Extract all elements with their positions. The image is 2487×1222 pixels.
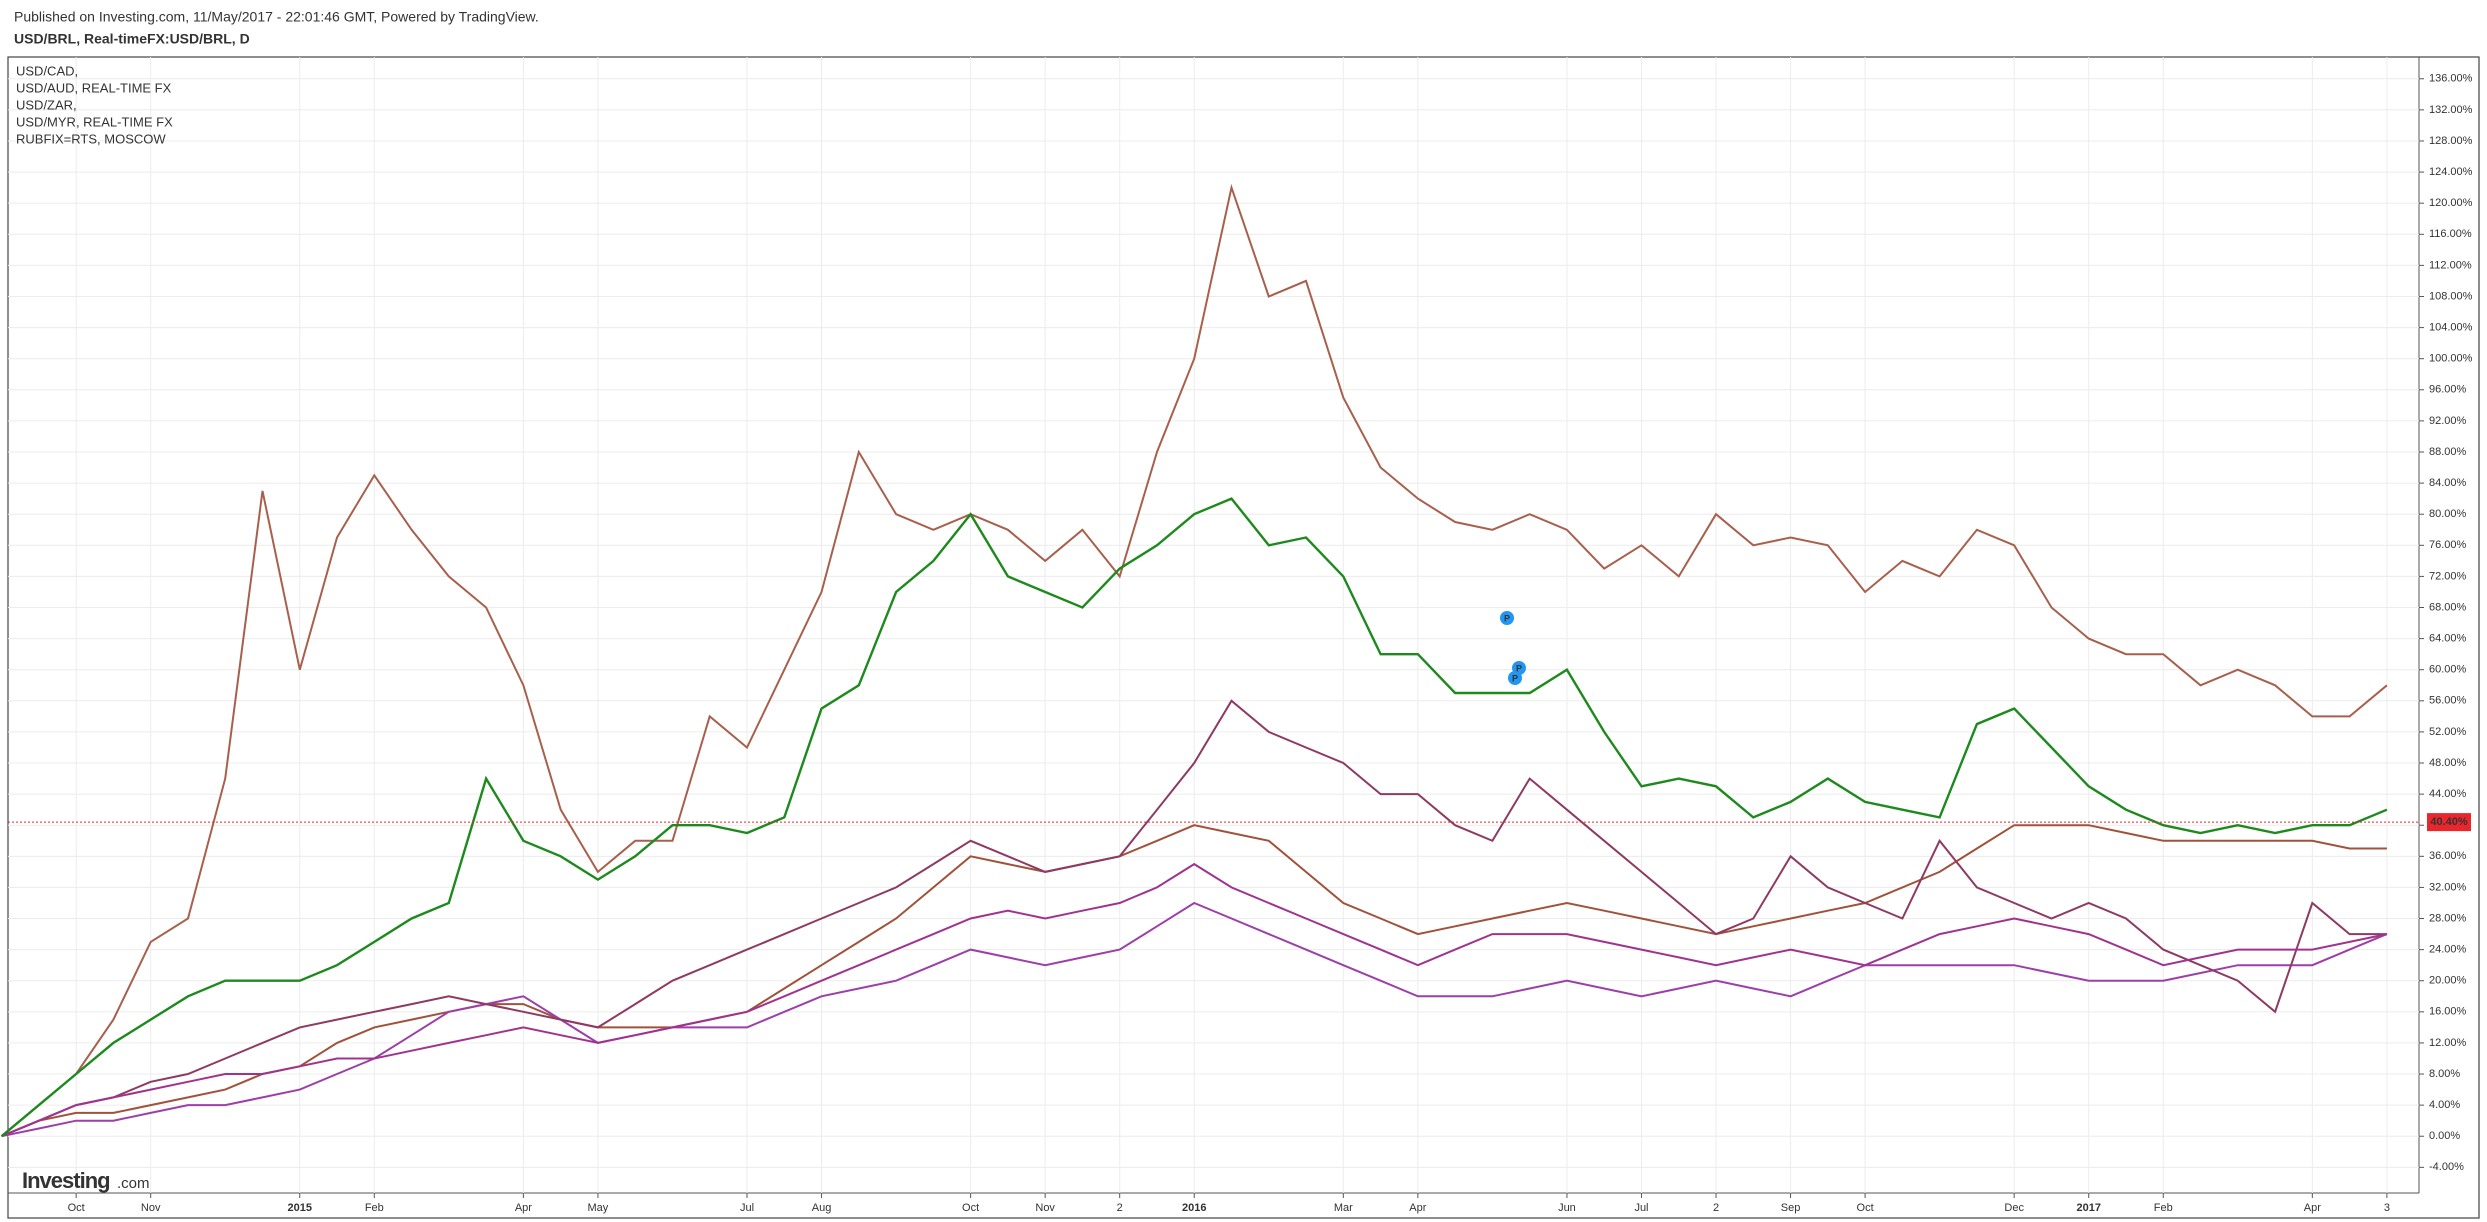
last-value-label: 40.40%	[2430, 816, 2468, 828]
x-tick-label: Aug	[812, 1202, 832, 1214]
x-tick-label: Feb	[365, 1202, 384, 1214]
legend-entry: USD/MYR, REAL-TIME FX	[16, 114, 173, 129]
y-tick-label: 32.00%	[2429, 881, 2467, 893]
legend-entry: USD/AUD, REAL-TIME FX	[16, 80, 172, 95]
x-tick-label: 3	[2384, 1202, 2390, 1214]
event-marker	[1508, 671, 1522, 685]
y-tick-label: 4.00%	[2429, 1099, 2460, 1111]
x-tick-label: Jul	[1634, 1202, 1648, 1214]
y-tick-label: 52.00%	[2429, 726, 2467, 738]
x-tick-label: May	[588, 1202, 609, 1214]
legend-entry: USD/CAD,	[16, 63, 78, 78]
y-tick-label: 84.00%	[2429, 477, 2467, 489]
published-note: Published on Investing.com, 11/May/2017 …	[14, 9, 539, 25]
event-marker-label: P	[1516, 663, 1522, 673]
event-marker-label: P	[1512, 673, 1518, 683]
y-tick-label: 112.00%	[2429, 259, 2472, 271]
x-tick-label: Feb	[2154, 1202, 2173, 1214]
legend-entry: USD/ZAR,	[16, 97, 77, 112]
x-tick-label: 2	[1117, 1202, 1123, 1214]
y-tick-label: 128.00%	[2429, 135, 2473, 147]
event-marker	[1500, 611, 1514, 625]
y-tick-label: 124.00%	[2429, 166, 2473, 178]
y-tick-label: 68.00%	[2429, 601, 2467, 613]
y-tick-label: 16.00%	[2429, 1006, 2467, 1018]
x-tick-label: Jul	[740, 1202, 754, 1214]
logo-brand: Investing	[22, 1168, 110, 1193]
x-tick-label: Jun	[1558, 1202, 1576, 1214]
series-line	[1, 824, 2387, 1138]
y-tick-label: 20.00%	[2429, 975, 2467, 987]
x-tick-label: Nov	[141, 1202, 161, 1214]
series-line	[0, 183, 2388, 1137]
plot: PPP	[0, 183, 2419, 1138]
y-tick-label: 24.00%	[2429, 944, 2467, 956]
x-tick-label: Oct	[962, 1202, 979, 1214]
event-marker-label: P	[1504, 613, 1510, 623]
y-tick-label: 72.00%	[2429, 570, 2467, 582]
y-tick-label: 60.00%	[2429, 664, 2467, 676]
grid	[8, 57, 2419, 1193]
y-tick-label: 64.00%	[2429, 633, 2467, 645]
y-tick-label: 132.00%	[2429, 104, 2473, 116]
series-line	[1, 901, 2388, 1138]
x-tick-label: Oct	[68, 1202, 85, 1214]
main-series-line	[0, 497, 2388, 1138]
y-tick-label: 100.00%	[2429, 353, 2473, 365]
series-line	[1, 699, 2387, 1138]
legend-entry: RUBFIX=RTS, MOSCOW	[16, 131, 166, 146]
y-tick-label: 0.00%	[2429, 1130, 2460, 1142]
y-tick-label: 36.00%	[2429, 850, 2467, 862]
x-tick-label: Apr	[2304, 1202, 2321, 1214]
last-value-box	[2427, 813, 2471, 832]
y-tick-label: 44.00%	[2429, 788, 2467, 800]
y-tick-label: 120.00%	[2429, 197, 2473, 209]
chart-frame	[7, 56, 2480, 1219]
y-tick-label: 116.00%	[2429, 228, 2472, 240]
y-tick-label: 80.00%	[2429, 508, 2467, 520]
y-tick-label: 96.00%	[2429, 384, 2467, 396]
x-tick-label: 2016	[1182, 1202, 1206, 1214]
y-tick-label: 92.00%	[2429, 415, 2467, 427]
y-tick-label: 88.00%	[2429, 446, 2467, 458]
logo: Investing .com	[22, 1168, 150, 1193]
series-line	[1, 862, 2388, 1138]
y-tick-label: 104.00%	[2429, 321, 2473, 333]
x-tick-label: Apr	[1409, 1202, 1426, 1214]
x-tick-label: 2	[1713, 1202, 1719, 1214]
x-tick-label: Apr	[515, 1202, 532, 1214]
x-tick-label: Oct	[1857, 1202, 1874, 1214]
axes: -4.00% 0.00% 4.00% 8.00% 12.00% 16.00% 20.00% 2…	[16, 63, 2473, 1213]
x-tick-label: Dec	[2004, 1202, 2024, 1214]
y-tick-label: 136.00%	[2429, 73, 2473, 85]
y-tick-label: 48.00%	[2429, 757, 2467, 769]
x-tick-label: 2017	[2076, 1202, 2100, 1214]
y-tick-label: 28.00%	[2429, 912, 2467, 924]
y-tick-label: 108.00%	[2429, 290, 2473, 302]
symbol-title: USD/BRL, Real-timeFX:USD/BRL, D	[14, 31, 250, 47]
x-tick-label: Nov	[1035, 1202, 1055, 1214]
y-tick-label: 76.00%	[2429, 539, 2467, 551]
logo-suffix: .com	[117, 1175, 150, 1192]
y-tick-label: 56.00%	[2429, 695, 2467, 707]
x-tick-label: 2015	[288, 1202, 312, 1214]
x-tick-label: Sep	[1781, 1202, 1801, 1214]
y-tick-label: 8.00%	[2429, 1068, 2460, 1080]
y-tick-label: -4.00%	[2429, 1161, 2464, 1173]
x-tick-label: Mar	[1334, 1202, 1353, 1214]
y-tick-label: 12.00%	[2429, 1037, 2467, 1049]
